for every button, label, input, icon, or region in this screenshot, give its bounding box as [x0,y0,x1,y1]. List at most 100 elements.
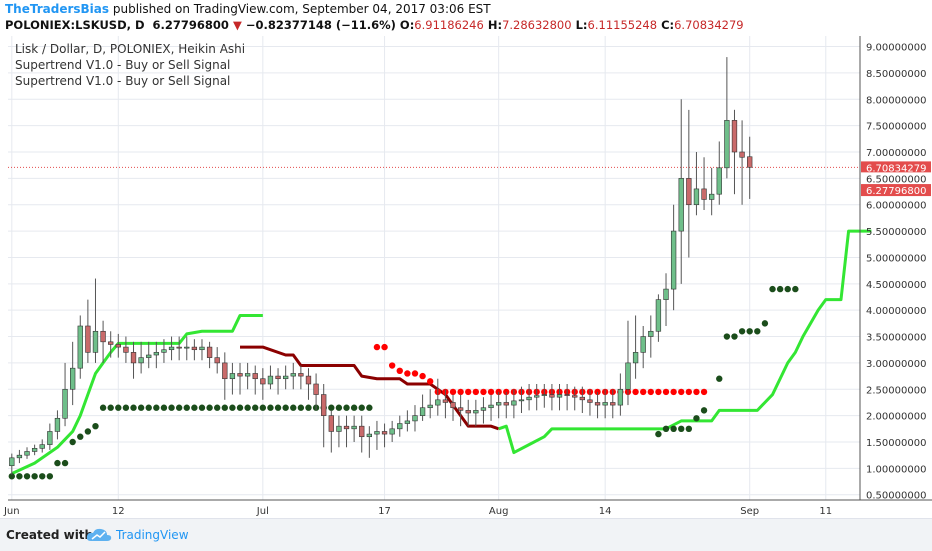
signal-dot-up [738,328,746,335]
candle-up [267,375,274,385]
signal-dot-up [328,404,335,411]
price-chart[interactable]: 0.50000000 1.00000000 1.50000000 2.00000000… [0,36,932,518]
candle-up [655,299,662,332]
candle-down [549,394,555,398]
chart-axes: 0.50000000 1.00000000 1.50000000 2.00000000… [3,36,932,517]
signal-dot-down [632,388,639,396]
candle-up [138,357,144,364]
open-label: O: [399,18,415,32]
candle-up [161,349,167,353]
signal-dot-down [396,367,403,375]
candle-down [222,362,228,380]
candle-down [343,425,350,430]
signal-dot-up [723,333,731,340]
signal-dot-up [69,438,76,446]
candle-up [62,388,68,419]
signal-dot-down [670,388,677,396]
y-tick-label: 4.00000000 [866,306,926,317]
signal-dot-up [92,422,99,430]
x-tick-label: Aug [489,506,509,517]
candle-up [556,394,563,398]
supertrend-lines [11,229,872,475]
x-tick-label: 17 [378,506,391,517]
candle-down [85,325,91,353]
candle-down [610,402,616,406]
candle-down [747,156,753,168]
signal-dot-up [145,404,152,411]
candle-up [693,188,700,206]
signal-dot-up [46,473,54,480]
signal-dot-up [693,415,700,422]
candle-up [374,431,380,435]
publish-info: published on TradingView.com, September … [109,2,491,16]
candle-up [146,354,152,358]
candle-down [579,396,585,401]
signal-dots [8,285,799,480]
signal-dot-up [77,433,84,440]
candle-up [24,451,30,456]
candle-down [701,188,707,200]
signal-dot-down [373,343,381,351]
symbol-name: POLONIEX:LSKUSD, D [5,18,145,32]
candle-up [488,404,494,409]
publish-header: TheTradersBias published on TradingView.… [5,2,491,16]
candle-up [9,457,15,467]
signal-dot-up [670,425,677,433]
y-tick-label: 5.50000000 [866,227,926,238]
close-label: C: [661,18,675,32]
author-link[interactable]: TheTradersBias [5,2,110,16]
candle-up [16,454,23,459]
x-tick-label: Jun [3,506,20,517]
signal-dot-up [160,404,168,411]
signal-dot-up [282,404,289,411]
signal-dot-down [639,388,647,396]
low-label: L: [575,18,588,32]
y-tick-label: 7.50000000 [866,122,926,133]
candle-up [389,428,395,435]
tradingview-link[interactable]: TradingView [116,528,189,542]
x-tick-label: Jul [256,506,269,517]
candle-up [199,346,205,351]
candle-up [184,346,190,349]
candle-down [450,402,456,409]
x-tick-label: 12 [112,506,125,517]
candle-up [480,407,487,411]
x-tick-label: 11 [819,506,832,517]
candle-up [473,410,479,414]
candle-down [465,410,471,414]
price-tag-label: 6.70834279 [866,163,926,174]
candle-down [275,375,281,380]
signal-dot-up [23,473,31,480]
candle-down [328,415,334,432]
candles [9,57,753,475]
candle-down [237,373,243,377]
candle-up [153,352,159,356]
supertrend-up-line [498,229,872,455]
signal-dot-up [115,404,122,411]
candle-up [54,417,61,432]
signal-dot-down [662,388,670,396]
candle-up [617,388,624,406]
x-tick-label: Sep [740,506,759,517]
signal-dot-up [137,404,145,411]
candle-down [108,341,114,345]
candle-down [442,399,449,403]
candle-down [564,394,570,396]
signal-dot-up [229,404,236,411]
signal-dot-down [472,388,480,396]
signal-dot-down [465,388,472,396]
signal-dot-up [213,404,221,411]
y-tick-label: 8.00000000 [866,95,926,106]
price-tag-label: 6.27796800 [866,186,926,197]
signal-dot-down [480,388,487,396]
legend-title: Lisk / Dollar, D, POLONIEX, Heikin Ashi [15,42,245,56]
signal-dot-up [358,404,365,411]
signal-dot-up [168,404,175,411]
candle-down [686,178,692,206]
candle-up [77,325,83,369]
y-tick-label: 4.50000000 [866,280,926,291]
price-tag [861,172,931,185]
candle-up [351,425,357,430]
y-tick-label: 6.00000000 [866,201,926,212]
signal-dot-up [761,320,769,327]
